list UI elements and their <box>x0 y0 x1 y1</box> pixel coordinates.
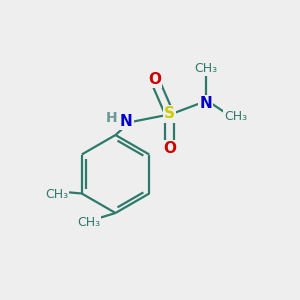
Text: N: N <box>120 114 132 129</box>
Text: CH₃: CH₃ <box>45 188 69 202</box>
Text: H: H <box>106 112 117 125</box>
Text: N: N <box>199 96 212 111</box>
Text: S: S <box>164 106 175 122</box>
Text: CH₃: CH₃ <box>194 62 217 76</box>
Text: CH₃: CH₃ <box>77 215 100 229</box>
Text: O: O <box>148 72 161 87</box>
Text: O: O <box>163 141 176 156</box>
Text: CH₃: CH₃ <box>224 110 247 124</box>
